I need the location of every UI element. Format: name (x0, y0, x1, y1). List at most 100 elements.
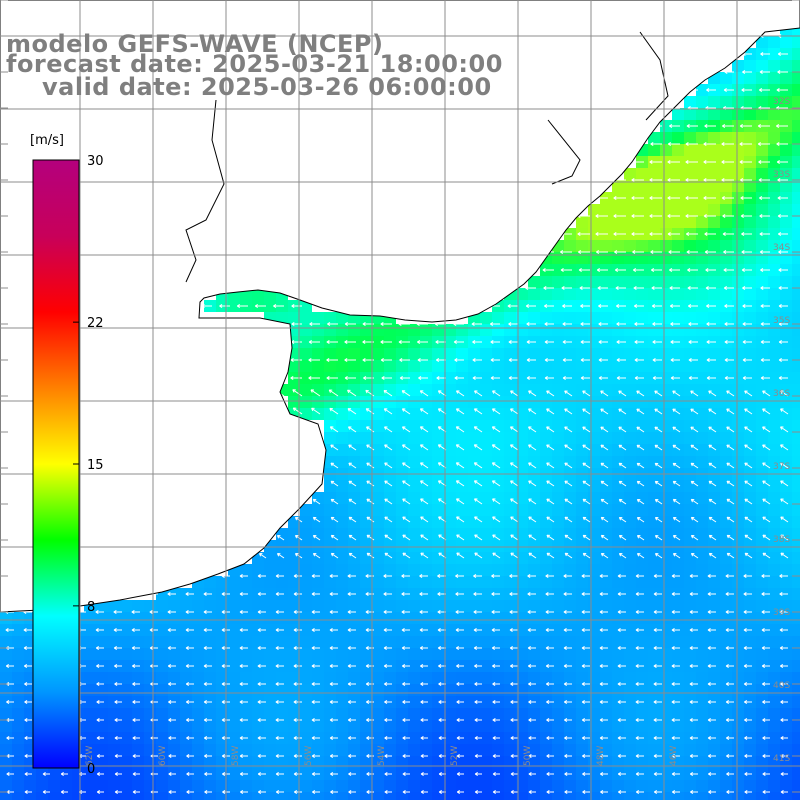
wind-cell (756, 408, 768, 420)
wind-cell (480, 492, 492, 504)
wind-arrow (634, 376, 644, 380)
wind-arrow (186, 754, 194, 758)
wind-cell (396, 708, 408, 720)
wind-cell (216, 600, 228, 612)
wind-cell (324, 612, 336, 624)
wind-cell (636, 432, 648, 444)
wind-cell (192, 768, 204, 780)
wind-cell (612, 204, 624, 216)
wind-cell (180, 780, 192, 792)
wind-cell (600, 324, 612, 336)
wind-cell (432, 720, 444, 732)
wind-cell (732, 528, 744, 540)
wind-cell (180, 768, 192, 780)
wind-cell (252, 768, 264, 780)
wind-cell (360, 732, 372, 744)
wind-cell (444, 516, 456, 528)
wind-arrow (456, 772, 464, 776)
wind-cell (396, 432, 408, 444)
wind-cell (300, 672, 312, 684)
wind-arrow (311, 700, 320, 704)
wind-cell (780, 240, 792, 252)
wind-cell (768, 504, 780, 516)
wind-arrow (490, 340, 500, 344)
wind-arrow (562, 304, 572, 308)
wind-arrow (474, 498, 483, 505)
wind-cell (780, 504, 792, 516)
wind-cell (468, 408, 480, 420)
wind-cell (120, 792, 132, 800)
wind-arrow (275, 664, 284, 668)
wind-cell (252, 648, 264, 660)
wind-cell (768, 696, 780, 708)
wind-arrow (24, 700, 32, 704)
wind-cell (132, 780, 144, 792)
wind-cell (732, 792, 744, 800)
wind-cell (792, 720, 800, 732)
colorbar-units-label: [m/s] (30, 133, 64, 148)
wind-cell (528, 648, 540, 660)
wind-cell (756, 456, 768, 468)
wind-cell (252, 684, 264, 696)
wind-cell (180, 600, 192, 612)
longitude-label: 50W (523, 746, 533, 766)
wind-arrow (292, 389, 303, 397)
wind-cell (744, 312, 756, 324)
wind-cell (432, 492, 444, 504)
wind-cell (384, 396, 396, 408)
wind-arrow (311, 574, 320, 578)
wind-cell (432, 408, 444, 420)
wind-cell (432, 768, 444, 780)
wind-cell (240, 564, 252, 576)
wind-arrow (402, 772, 410, 776)
wind-arrow (311, 592, 320, 596)
wind-cell (312, 780, 324, 792)
wind-arrow (311, 628, 320, 632)
wind-arrow (762, 534, 771, 541)
wind-cell (360, 540, 372, 552)
wind-cell (552, 528, 564, 540)
wind-cell (648, 312, 660, 324)
wind-cell (336, 780, 348, 792)
wind-cell (336, 672, 348, 684)
wind-cell (768, 396, 780, 408)
wind-cell (204, 600, 216, 612)
wind-arrow (776, 124, 788, 128)
wind-cell (300, 408, 312, 420)
wind-arrow (706, 376, 716, 380)
wind-cell (792, 792, 800, 800)
wind-cell (528, 396, 540, 408)
wind-arrow (599, 736, 608, 740)
wind-arrow (365, 574, 374, 578)
wind-cell (624, 444, 636, 456)
wind-arrow (419, 444, 429, 451)
wind-arrow (653, 574, 662, 578)
wind-cell (12, 708, 24, 720)
wind-cell (456, 756, 468, 768)
wind-cell (552, 300, 564, 312)
wind-arrow (527, 664, 536, 668)
wind-arrow (599, 664, 608, 668)
wind-arrow (653, 664, 662, 668)
wind-cell (540, 492, 552, 504)
wind-cell (792, 480, 800, 492)
wind-arrow (617, 592, 626, 596)
wind-arrow (329, 700, 338, 704)
wind-arrow (725, 574, 734, 578)
wind-cell (504, 396, 516, 408)
wind-arrow (383, 664, 392, 668)
wind-cell (288, 312, 300, 324)
wind-cell (396, 420, 408, 432)
wind-cell (756, 108, 768, 120)
wind-arrow (326, 340, 338, 344)
wind-cell (768, 48, 780, 60)
wind-arrow (491, 426, 501, 433)
wind-cell (564, 612, 576, 624)
wind-cell (576, 444, 588, 456)
wind-arrow (599, 718, 608, 722)
wind-arrow (275, 682, 284, 686)
wind-cell (648, 240, 660, 252)
wind-cell (456, 504, 468, 516)
wind-cell (396, 396, 408, 408)
wind-arrow (654, 444, 663, 451)
